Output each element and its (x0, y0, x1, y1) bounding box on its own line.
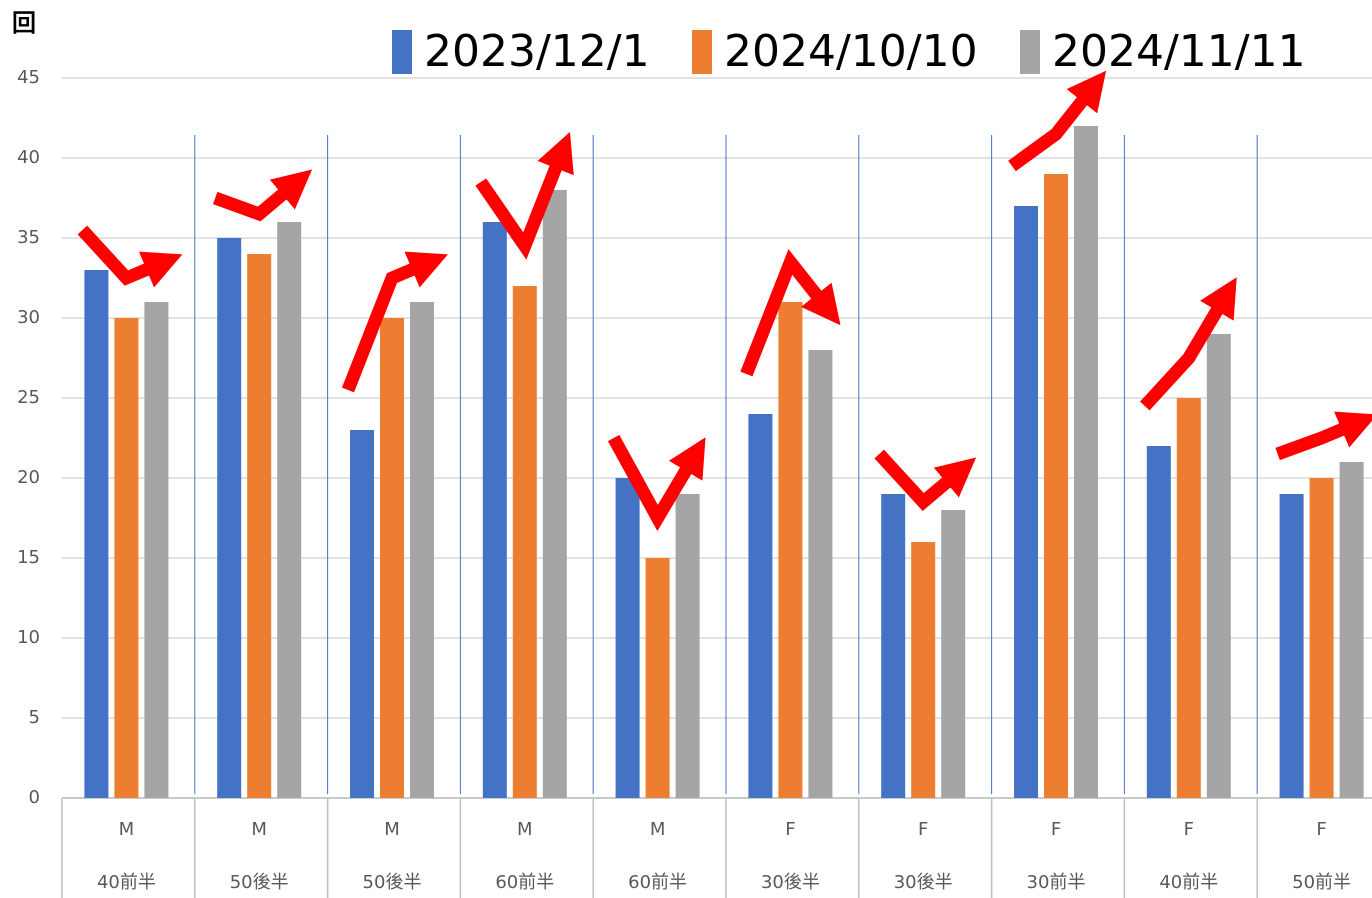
bar (911, 542, 936, 798)
bar (1074, 126, 1098, 798)
bar (808, 350, 833, 798)
x-tick-label: 50前半 (1292, 872, 1351, 893)
legend-swatch (392, 30, 412, 74)
y-tick-label: 20 (17, 467, 40, 488)
bar (277, 222, 302, 798)
bar (350, 430, 374, 798)
trend-arrow (740, 249, 841, 377)
bar (512, 286, 537, 798)
x-tick-label: 30前半 (1027, 872, 1086, 893)
bar (675, 494, 700, 798)
x-tick-label: F (918, 819, 928, 840)
legend-label: 2023/12/1 (424, 26, 650, 77)
trend-arrow (341, 251, 448, 393)
bar (1206, 334, 1231, 798)
y-tick-label: 40 (17, 147, 40, 168)
trend-arrow (77, 225, 183, 288)
x-tick-label: M (384, 819, 400, 840)
x-tick-label: M (251, 819, 267, 840)
bar (881, 494, 906, 798)
bar (748, 414, 773, 798)
bar (1279, 494, 1304, 798)
x-tick-label: 30後半 (761, 872, 820, 893)
trend-arrow (1275, 411, 1372, 461)
y-tick-label: 35 (17, 227, 40, 248)
x-tick-label: M (119, 819, 135, 840)
trend-arrow (212, 169, 313, 222)
legend-swatch (1020, 30, 1040, 74)
bar (1014, 206, 1038, 798)
y-tick-label: 25 (17, 387, 40, 408)
bar (778, 302, 803, 798)
x-tick-label: 60前半 (495, 872, 554, 893)
bar (1044, 174, 1068, 798)
x-tick-label: M (517, 819, 533, 840)
trend-arrow (874, 449, 977, 511)
bar (84, 270, 109, 798)
y-axis-label: 回 (12, 9, 36, 37)
y-tick-label: 45 (17, 67, 40, 88)
bar (1339, 462, 1364, 798)
x-tick-label: F (1184, 819, 1194, 840)
bar (247, 254, 272, 798)
y-tick-label: 0 (29, 787, 40, 808)
bar (542, 190, 567, 798)
bar (380, 318, 404, 798)
y-tick-label: 15 (17, 547, 40, 568)
y-tick-label: 5 (29, 707, 40, 728)
trend-arrow (475, 131, 574, 260)
y-tick-label: 30 (17, 307, 40, 328)
bar (114, 318, 139, 798)
x-tick-label: 50後半 (363, 872, 422, 893)
x-tick-label: 40前半 (1159, 872, 1218, 893)
x-tick-label: 60前半 (628, 872, 687, 893)
x-tick-label: F (1316, 819, 1326, 840)
x-tick-label: 30後半 (894, 872, 953, 893)
bar (1309, 478, 1334, 798)
bar (410, 302, 434, 798)
trend-arrow (1008, 70, 1107, 172)
x-tick-label: 50後半 (230, 872, 289, 893)
bar (645, 558, 670, 798)
trend-arrow (1140, 277, 1237, 411)
bar (217, 238, 242, 798)
bar (1146, 446, 1171, 798)
x-tick-label: M (650, 819, 666, 840)
bar (144, 302, 169, 798)
x-tick-label: F (1051, 819, 1061, 840)
bar (482, 222, 507, 798)
bar (615, 478, 640, 798)
x-tick-label: F (785, 819, 795, 840)
bar (1176, 398, 1201, 798)
legend-swatch (692, 30, 712, 74)
bar (941, 510, 966, 798)
legend-label: 2024/10/10 (724, 26, 978, 77)
x-tick-label: 40前半 (97, 872, 156, 893)
legend-label: 2024/11/11 (1052, 26, 1306, 77)
trend-arrow (607, 434, 706, 532)
y-tick-label: 10 (17, 627, 40, 648)
